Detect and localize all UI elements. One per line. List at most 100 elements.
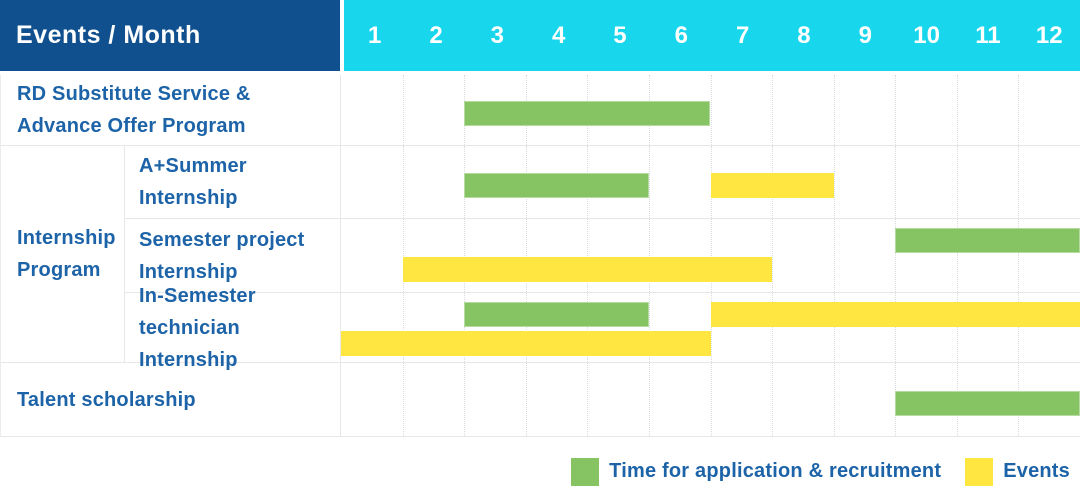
month-gridline [772,293,774,362]
chart-row-semester-project: Semester project Internship [125,219,1080,293]
month-gridline [956,219,958,292]
month-gridline [772,363,774,436]
month-gridline [648,146,650,218]
bar-application [464,101,711,126]
bar-application [895,228,1080,253]
legend-label-application: Time for application & recruitment [609,460,942,482]
legend-swatch-application [571,457,600,486]
month-gridline [956,146,958,218]
month-gridline [833,293,835,362]
month-gridline [525,219,527,292]
month-label: 4 [551,21,566,49]
row-label: A+Summer Internship [125,146,341,218]
month-header: 1 2 3 4 5 6 7 8 9 10 11 12 [340,0,1080,71]
month-label: 12 [1035,21,1063,49]
legend: Time for application & recruitment Event… [0,437,1080,494]
month-gridline [587,293,589,362]
month-label: 10 [913,21,940,49]
row-label: In-Semester technician Internship [125,285,341,371]
month-gridline [587,363,589,436]
month-label: 6 [674,21,688,49]
month-gridline [833,219,835,292]
bar-application [464,302,649,327]
month-label: 1 [367,21,382,49]
month-gridline [710,293,712,362]
month-gridline [587,219,589,292]
month-gridline [895,293,897,362]
row-track [341,293,1080,362]
month-gridline [402,75,404,145]
month-label: 8 [797,21,811,49]
month-gridline [833,146,835,218]
month-gridline [402,219,404,292]
month-label: 9 [858,21,872,49]
month-gridline [710,363,712,436]
label-line: technician Internship [139,316,240,371]
label-line: In-Semester [139,284,256,307]
month-gridline [648,219,650,292]
row-label: Talent scholarship [1,363,341,436]
group-label: Internship Program [1,146,125,362]
month-gridline [772,75,774,145]
row-track [341,146,1080,218]
month-gridline [464,293,466,362]
month-gridline [956,75,958,145]
chart-row-talent-scholarship: Talent scholarship [1,363,1080,437]
row-track [341,219,1080,292]
month-gridline [402,293,404,362]
bar-application [895,390,1080,416]
label-line: A+Summer [139,155,247,177]
month-gridline [402,146,404,218]
label-line: Internship [139,260,238,283]
chart-row-in-semester-technician: In-Semester technician Internship [125,285,1080,371]
month-gridline [648,293,650,362]
legend-swatch-events [965,457,994,486]
row-label: RD Substitute Service & Advance Offer Pro… [1,75,341,145]
label-line: Internship [139,187,238,209]
chart-row-rd-substitute: RD Substitute Service & Advance Offer Pro… [1,75,1080,146]
month-gridline [833,75,835,145]
label-line: Program [17,259,101,281]
month-gridline [402,363,404,436]
month-gridline [1018,293,1020,362]
chart-row-a-summer: A+Summer Internship [125,146,1080,219]
page-title: Events / Month [0,0,340,71]
bar-event [710,302,1080,327]
legend-label-events: Events [1003,460,1070,482]
month-gridline [464,219,466,292]
month-gridline [1018,146,1020,218]
month-label: 11 [975,21,1001,49]
label-line: Semester project [139,228,305,251]
chart-body: RD Substitute Service & Advance Offer Pro… [0,75,1080,437]
month-gridline [525,293,527,362]
chart-group-internship-program: Internship Program A+Summer Internship Sem… [1,146,1080,371]
bar-event [710,173,834,198]
month-gridline [895,75,897,145]
bar-event [402,257,773,282]
month-gridline [895,146,897,218]
month-gridline [1018,75,1020,145]
month-gridline [464,363,466,436]
label-line: Internship [17,227,116,249]
row-track [341,363,1080,436]
month-label: 7 [735,21,750,49]
bar-event [341,331,711,356]
month-gridline [956,293,958,362]
month-gridline [710,75,712,145]
month-label: 3 [490,21,504,49]
bar-application [464,173,649,198]
label-line: RD Substitute Service & [17,83,251,105]
label-line: Advance Offer Program [17,115,246,137]
label-line: Talent scholarship [17,388,196,411]
header-row: Events / Month 1 2 3 4 5 6 7 8 9 10 11 12 [0,0,1080,71]
month-gridline [833,363,835,436]
row-track [341,75,1080,145]
month-gridline [648,363,650,436]
month-gridline [525,363,527,436]
month-gridline [1018,219,1020,292]
month-gridline [895,219,897,292]
row-label: Semester project Internship [125,219,341,292]
month-label: 2 [429,21,443,49]
month-label: 5 [613,21,627,49]
